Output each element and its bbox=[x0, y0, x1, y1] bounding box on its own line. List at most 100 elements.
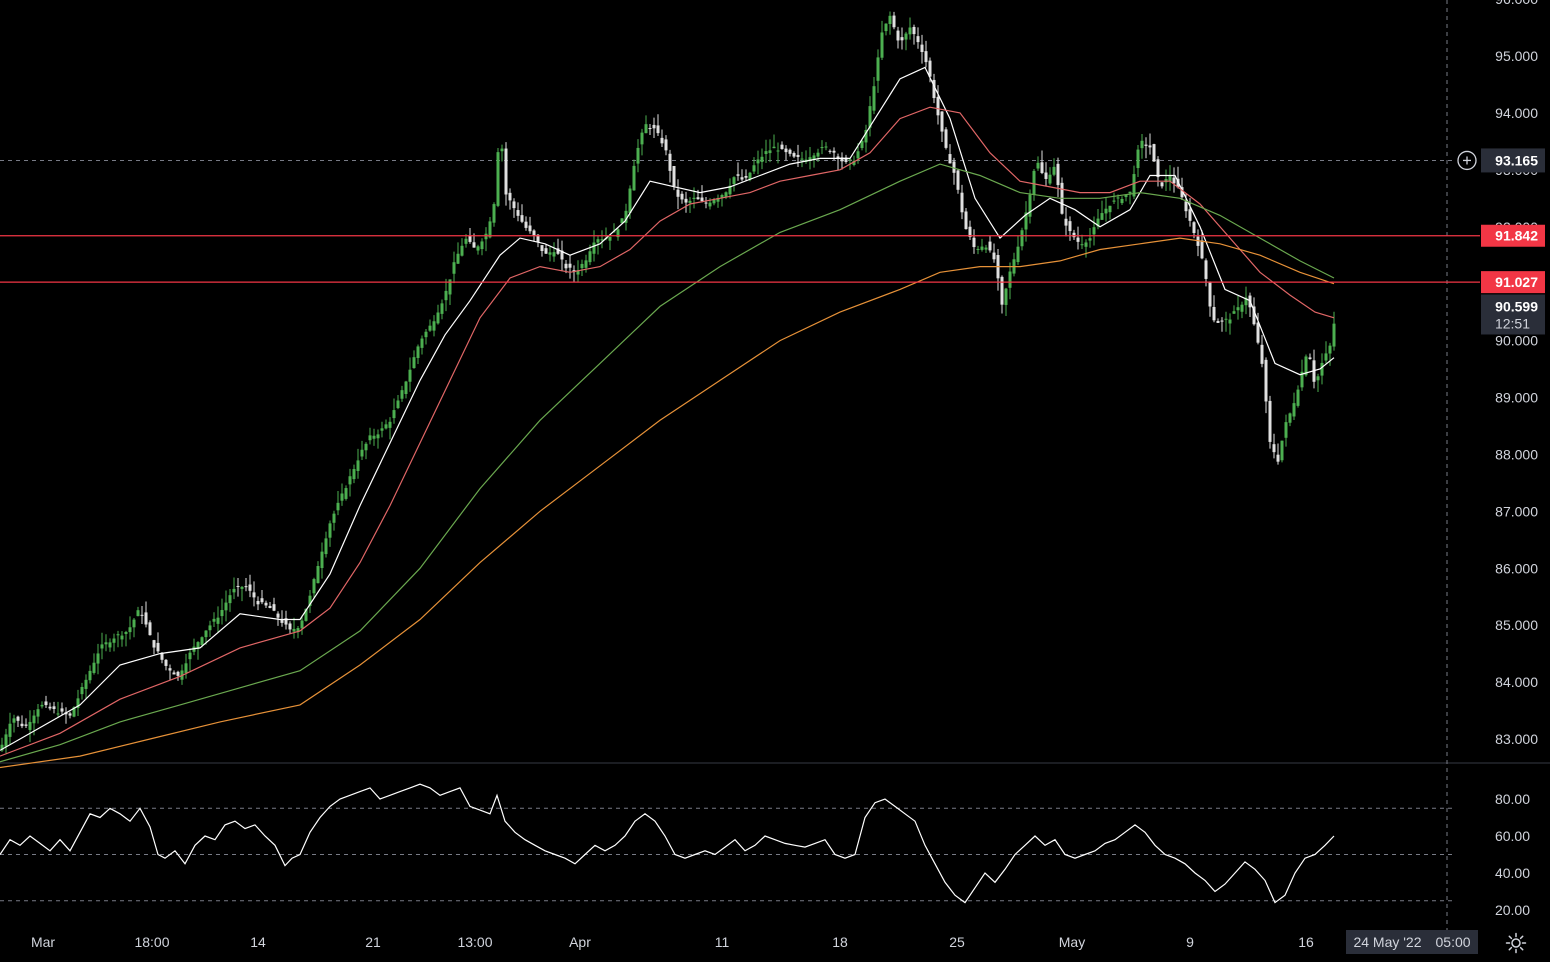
candle-body bbox=[840, 157, 844, 162]
candle-body bbox=[196, 642, 200, 649]
candle-body bbox=[16, 716, 20, 721]
level-price-tag bbox=[1481, 271, 1545, 294]
candle-body bbox=[412, 357, 416, 369]
candle-body bbox=[1224, 318, 1228, 320]
price-tick-label: 96.000 bbox=[1495, 0, 1538, 7]
candle-body bbox=[588, 251, 592, 263]
candle-body bbox=[748, 172, 752, 180]
candle-body bbox=[732, 177, 736, 184]
candle-body bbox=[1068, 221, 1072, 232]
candle-body bbox=[1280, 440, 1284, 461]
candle-body bbox=[360, 449, 364, 457]
candle-body bbox=[48, 706, 52, 709]
candle-body bbox=[148, 622, 152, 636]
candle-body bbox=[316, 566, 320, 584]
time-tick-label: May bbox=[1059, 934, 1085, 950]
candle-body bbox=[952, 161, 956, 173]
candle-body bbox=[716, 198, 720, 202]
candle-body bbox=[140, 614, 144, 616]
candle-body bbox=[488, 221, 492, 238]
candle-body bbox=[276, 613, 280, 618]
oscillator-tick-label: 80.00 bbox=[1495, 791, 1530, 807]
candle-body bbox=[352, 469, 356, 480]
candle-body bbox=[476, 246, 480, 251]
candle-body bbox=[948, 154, 952, 164]
candle-body bbox=[576, 270, 580, 275]
crosshair-price-tag bbox=[1481, 148, 1545, 173]
candle-body bbox=[0, 744, 4, 751]
candle-body bbox=[744, 176, 748, 178]
candle-body bbox=[492, 204, 496, 223]
oscillator-tick-label: 60.00 bbox=[1495, 828, 1530, 844]
candle-body bbox=[612, 231, 616, 233]
candle-body bbox=[468, 235, 472, 242]
moving-average-line bbox=[0, 106, 1335, 757]
candle-body bbox=[912, 26, 916, 35]
candle-body bbox=[552, 252, 556, 257]
candle-body bbox=[856, 151, 860, 159]
candle-body bbox=[368, 435, 372, 441]
candle-body bbox=[1000, 276, 1004, 305]
candle-body bbox=[508, 192, 512, 201]
candle-body bbox=[992, 252, 996, 260]
candle-body bbox=[404, 381, 408, 394]
candle-body bbox=[448, 279, 452, 295]
candle-body bbox=[532, 230, 536, 237]
candle-body bbox=[1160, 182, 1164, 187]
time-axis[interactable]: Mar 18:00 14 21 13:00 Apr 11 18 25 May 9 16 bbox=[31, 934, 1314, 950]
candle-body bbox=[1144, 144, 1148, 146]
candle-body bbox=[344, 488, 348, 499]
candle-body bbox=[108, 642, 112, 648]
candle-body bbox=[152, 640, 156, 648]
candle-body bbox=[1264, 359, 1268, 402]
candle-body bbox=[516, 210, 520, 216]
price-tick-label: 88.000 bbox=[1495, 446, 1538, 462]
candle-body bbox=[884, 23, 888, 32]
candle-body bbox=[880, 32, 884, 58]
candle-body bbox=[828, 150, 832, 152]
candle-body bbox=[868, 106, 872, 128]
candle-body bbox=[628, 188, 632, 213]
candle-body bbox=[1300, 371, 1304, 388]
candle-body bbox=[672, 165, 676, 187]
candle-body bbox=[624, 210, 628, 223]
candle-body bbox=[356, 460, 360, 471]
candle-body bbox=[408, 369, 412, 382]
price-tick-label: 83.000 bbox=[1495, 731, 1538, 747]
candle-body bbox=[268, 605, 272, 608]
candle-body bbox=[724, 192, 728, 198]
candle-body bbox=[592, 242, 596, 254]
price-axis[interactable]: 95.000 94.000 90.000 89.000 88.000 87.000 86.0… bbox=[1495, 0, 1538, 918]
candle-body bbox=[712, 199, 716, 204]
horizontal-level-layer[interactable] bbox=[0, 235, 1480, 283]
candle-body bbox=[176, 671, 180, 676]
candle-body bbox=[944, 129, 948, 148]
candle-body bbox=[908, 27, 912, 35]
gear-icon[interactable] bbox=[1505, 932, 1527, 954]
candle-body bbox=[512, 201, 516, 209]
candle-body bbox=[568, 263, 572, 268]
candle-body bbox=[1048, 174, 1052, 184]
candle-body bbox=[536, 234, 540, 243]
candle-body bbox=[1172, 177, 1176, 184]
candle-body bbox=[248, 584, 252, 591]
candle-body bbox=[924, 51, 928, 63]
candle-body bbox=[844, 157, 848, 162]
price-tick-label: 86.000 bbox=[1495, 560, 1538, 576]
candle-body bbox=[1020, 230, 1024, 247]
candle-body bbox=[364, 443, 368, 451]
candle-body bbox=[464, 238, 468, 244]
candle-body bbox=[752, 165, 756, 172]
candle-body bbox=[644, 124, 648, 134]
candle-body bbox=[788, 149, 792, 154]
candle-body bbox=[1128, 191, 1132, 194]
candle-body bbox=[616, 229, 620, 238]
oscillator-tick-label: 40.00 bbox=[1495, 865, 1530, 881]
candle-body bbox=[820, 147, 824, 149]
candle-body bbox=[308, 595, 312, 607]
candle-body bbox=[428, 325, 432, 331]
candle-body bbox=[676, 189, 680, 197]
candle-body bbox=[160, 652, 164, 660]
candle-body bbox=[1200, 240, 1204, 259]
